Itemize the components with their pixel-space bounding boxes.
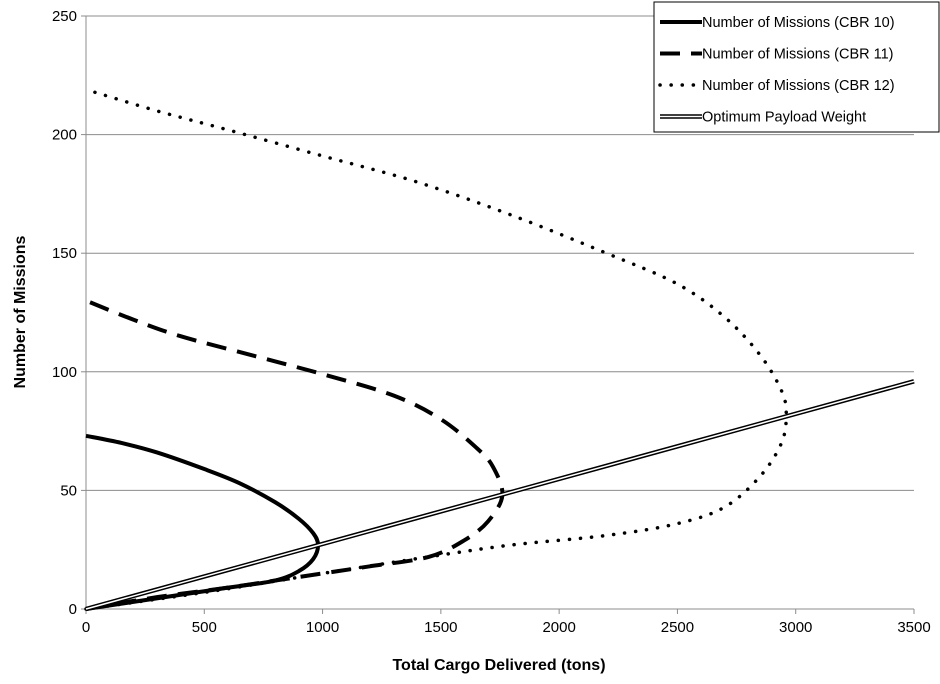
x-tick-label-2500: 2500 xyxy=(661,619,694,636)
x-tick-label-1500: 1500 xyxy=(424,619,457,636)
legend-label-4: Optimum Payload Weight xyxy=(702,110,866,126)
y-tick-label-150: 150 xyxy=(52,245,77,262)
legend-label-3: Number of Missions (CBR 12) xyxy=(702,78,895,94)
x-tick-label-3000: 3000 xyxy=(779,619,812,636)
y-tick-label-50: 50 xyxy=(60,482,77,499)
y-tick-label-200: 200 xyxy=(52,127,77,144)
x-tick-label-2000: 2000 xyxy=(542,619,575,636)
x-tick-label-0: 0 xyxy=(82,619,90,636)
x-tick-label-500: 500 xyxy=(192,619,217,636)
y-tick-label-100: 100 xyxy=(52,364,77,381)
legend-label-1: Number of Missions (CBR 10) xyxy=(702,15,895,31)
legend: Number of Missions (CBR 10) Number of Mis… xyxy=(653,1,940,133)
series-3-line xyxy=(84,87,789,611)
axes xyxy=(81,15,915,614)
y-tick-label-0: 0 xyxy=(69,601,77,618)
series-4-line-inner xyxy=(85,380,915,610)
x-tick-label-3500: 3500 xyxy=(897,619,930,636)
gridlines xyxy=(86,15,914,491)
tick-labels: 0 500 1000 1500 2000 2500 3000 3500 0 50 100 150 200… xyxy=(52,8,931,636)
series-1-line xyxy=(85,433,321,611)
series-group xyxy=(84,87,915,612)
legend-label-2: Number of Missions (CBR 11) xyxy=(702,47,894,63)
y-axis-title: Number of Missions xyxy=(12,235,29,388)
x-tick-label-1000: 1000 xyxy=(306,619,339,636)
y-tick-label-250: 250 xyxy=(52,8,77,25)
x-axis-title: Total Cargo Delivered (tons) xyxy=(392,657,605,674)
series-2-line xyxy=(85,298,505,611)
